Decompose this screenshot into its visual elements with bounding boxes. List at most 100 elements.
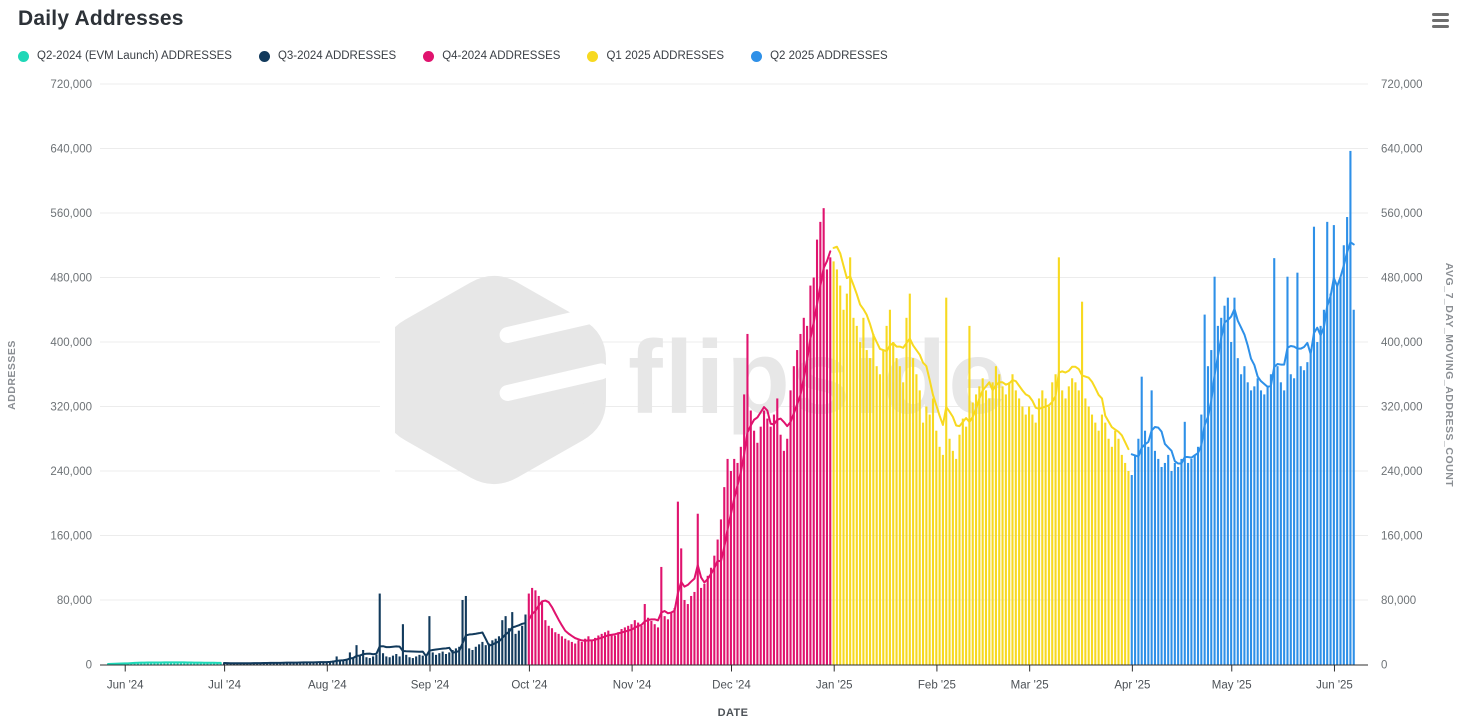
- bar[interactable]: [706, 575, 709, 665]
- bar[interactable]: [713, 555, 716, 665]
- bar[interactable]: [1051, 382, 1054, 665]
- bar[interactable]: [1097, 430, 1100, 665]
- bar[interactable]: [1024, 414, 1027, 665]
- bar[interactable]: [398, 656, 401, 665]
- bar[interactable]: [471, 649, 474, 665]
- bar[interactable]: [676, 501, 679, 665]
- bar[interactable]: [637, 622, 640, 665]
- bar[interactable]: [478, 644, 481, 665]
- bar[interactable]: [829, 257, 832, 665]
- bar[interactable]: [991, 382, 994, 665]
- bar[interactable]: [1001, 386, 1004, 665]
- bar[interactable]: [971, 402, 974, 665]
- bar[interactable]: [640, 625, 643, 665]
- bar[interactable]: [305, 662, 308, 665]
- bar[interactable]: [630, 624, 633, 665]
- bar[interactable]: [1329, 293, 1332, 665]
- bar[interactable]: [425, 656, 428, 665]
- bar[interactable]: [749, 410, 752, 665]
- bar[interactable]: [507, 628, 510, 665]
- bar[interactable]: [1273, 258, 1276, 665]
- bar[interactable]: [391, 655, 395, 665]
- bar[interactable]: [484, 645, 487, 665]
- bar[interactable]: [1114, 430, 1117, 665]
- bar[interactable]: [1153, 450, 1157, 665]
- bar[interactable]: [173, 662, 176, 665]
- bar[interactable]: [666, 619, 669, 665]
- bar[interactable]: [176, 662, 179, 665]
- bar[interactable]: [534, 590, 537, 665]
- bar[interactable]: [1286, 276, 1289, 665]
- bar[interactable]: [1269, 374, 1272, 665]
- bar[interactable]: [464, 595, 467, 665]
- bar[interactable]: [1342, 245, 1345, 665]
- bar[interactable]: [656, 627, 660, 665]
- bar[interactable]: [1183, 421, 1186, 665]
- bar[interactable]: [865, 350, 868, 665]
- bar[interactable]: [1100, 414, 1103, 665]
- bar[interactable]: [521, 625, 524, 665]
- bar[interactable]: [514, 633, 517, 665]
- bar[interactable]: [792, 366, 795, 665]
- bar[interactable]: [491, 640, 494, 665]
- bar[interactable]: [494, 638, 497, 665]
- bar[interactable]: [786, 438, 789, 665]
- bar[interactable]: [378, 593, 381, 665]
- bar[interactable]: [965, 426, 968, 665]
- bar[interactable]: [431, 652, 434, 665]
- bar[interactable]: [597, 635, 600, 665]
- bar[interactable]: [859, 342, 862, 665]
- bar[interactable]: [815, 239, 819, 665]
- bar[interactable]: [1061, 390, 1064, 665]
- bar[interactable]: [686, 604, 689, 665]
- bar[interactable]: [862, 317, 865, 665]
- bar[interactable]: [468, 648, 471, 665]
- bar[interactable]: [968, 325, 971, 665]
- bar[interactable]: [1210, 350, 1213, 665]
- bar[interactable]: [1137, 438, 1140, 665]
- bar[interactable]: [1293, 378, 1296, 665]
- bar[interactable]: [1041, 390, 1044, 665]
- bar[interactable]: [587, 636, 590, 665]
- bar[interactable]: [1047, 406, 1050, 665]
- bar[interactable]: [703, 583, 706, 665]
- bar[interactable]: [1034, 422, 1037, 665]
- bar[interactable]: [1309, 354, 1312, 665]
- bar[interactable]: [322, 662, 325, 665]
- bar[interactable]: [1021, 406, 1024, 665]
- bar[interactable]: [1206, 366, 1210, 665]
- bar[interactable]: [895, 358, 898, 665]
- bar[interactable]: [1226, 297, 1229, 665]
- bar[interactable]: [958, 434, 961, 665]
- bar[interactable]: [481, 641, 484, 665]
- bar[interactable]: [1054, 374, 1057, 665]
- bar[interactable]: [1008, 382, 1011, 665]
- bar[interactable]: [345, 658, 348, 665]
- hamburger-menu-icon[interactable]: [1432, 13, 1449, 31]
- bar[interactable]: [1064, 398, 1067, 665]
- bar[interactable]: [1316, 342, 1319, 665]
- bar[interactable]: [888, 309, 891, 665]
- bar[interactable]: [1014, 390, 1017, 665]
- bar[interactable]: [547, 625, 550, 665]
- bar[interactable]: [1346, 217, 1349, 665]
- bar[interactable]: [504, 616, 507, 665]
- bar[interactable]: [1177, 466, 1180, 665]
- bar[interactable]: [554, 632, 557, 665]
- bar[interactable]: [1263, 394, 1266, 665]
- legend-item-3[interactable]: Q1 2025 ADDRESSES: [587, 50, 724, 62]
- bar[interactable]: [981, 378, 984, 665]
- bar[interactable]: [577, 640, 580, 665]
- bar[interactable]: [782, 450, 785, 665]
- bar[interactable]: [1028, 406, 1031, 665]
- bar[interactable]: [574, 643, 577, 665]
- bar[interactable]: [1216, 325, 1219, 665]
- bar[interactable]: [1200, 414, 1203, 665]
- bar[interactable]: [955, 458, 958, 665]
- bar[interactable]: [1150, 390, 1153, 665]
- bar[interactable]: [1004, 394, 1007, 665]
- bar[interactable]: [885, 325, 888, 665]
- bar[interactable]: [756, 442, 759, 665]
- bar[interactable]: [1077, 390, 1080, 665]
- bar[interactable]: [812, 277, 815, 665]
